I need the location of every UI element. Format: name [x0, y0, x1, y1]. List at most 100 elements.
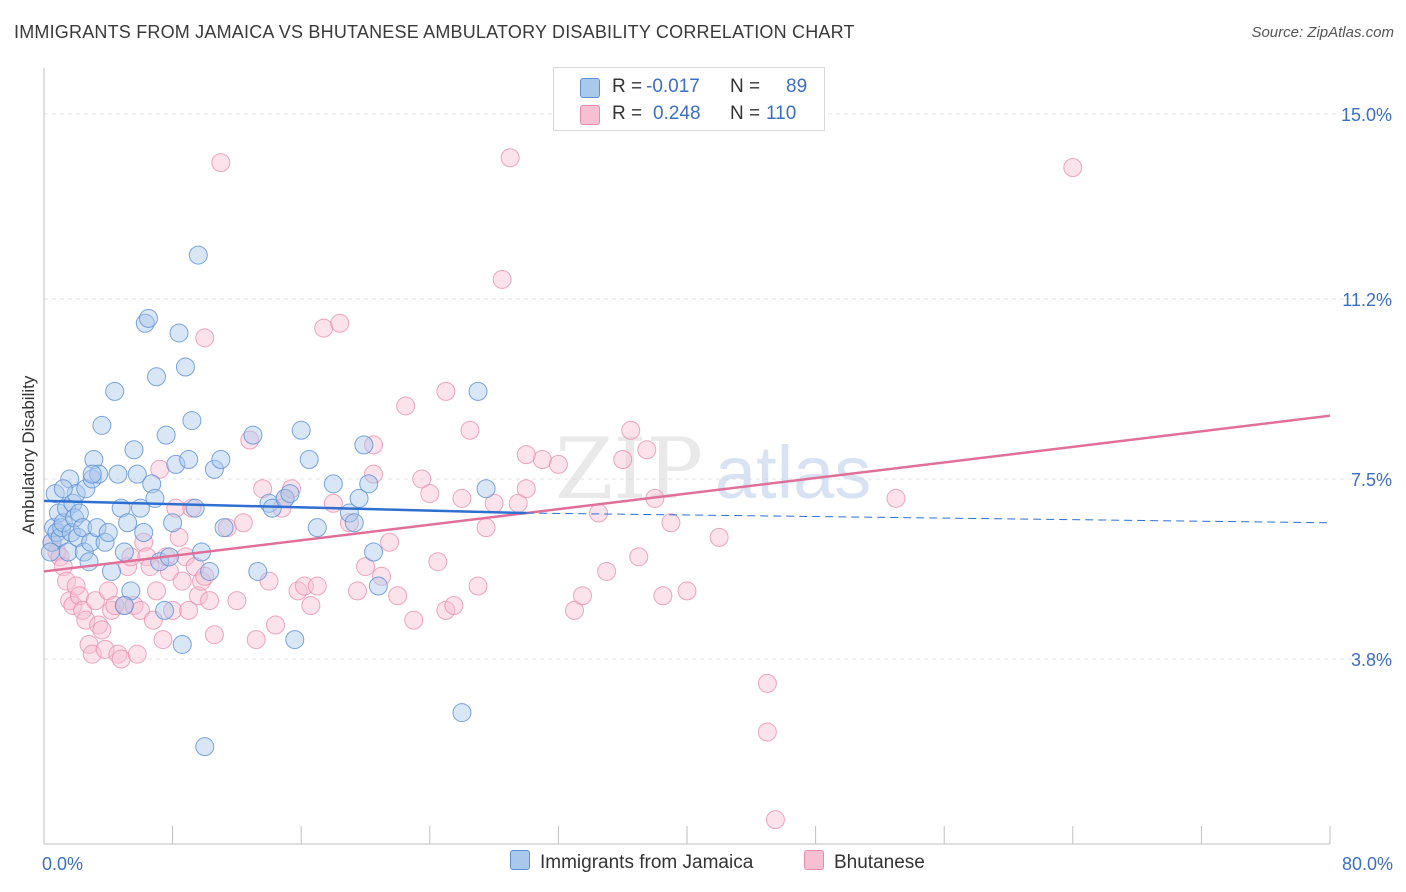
data-point-bhutanese [233, 513, 253, 533]
x-tick-label: 80.0% [1342, 854, 1393, 874]
data-point-jamaica [74, 542, 94, 562]
data-point-bhutanese [396, 396, 416, 416]
data-point-bhutanese [134, 532, 154, 552]
data-point-bhutanese [573, 586, 593, 606]
data-point-jamaica [214, 518, 234, 538]
data-point-jamaica [323, 474, 343, 494]
data-point-bhutanese [564, 600, 584, 620]
data-point-jamaica [368, 576, 388, 596]
data-point-bhutanese [63, 596, 83, 616]
data-point-bhutanese [95, 639, 115, 659]
data-point-jamaica [175, 357, 195, 377]
data-point-jamaica [166, 454, 186, 474]
data-point-jamaica [476, 479, 496, 499]
bottom-legend-label-bhutanese: Bhutanese [834, 852, 925, 873]
data-point-jamaica [147, 367, 167, 387]
data-point-jamaica [349, 488, 369, 508]
data-point-bhutanese [314, 318, 334, 338]
data-point-jamaica [69, 503, 89, 523]
legend-row-bhutanese: R = 0.248 N = 110 [554, 101, 824, 129]
axes [43, 68, 1331, 845]
data-point-bhutanese [597, 561, 617, 581]
data-point-bhutanese [163, 600, 183, 620]
data-point-bhutanese [765, 810, 785, 830]
data-point-bhutanese [613, 450, 633, 469]
legend-swatch-jamaica [580, 78, 600, 98]
data-point-jamaica [92, 415, 112, 435]
data-point-jamaica [114, 542, 134, 562]
data-point-bhutanese [757, 673, 777, 693]
data-point-bhutanese [53, 557, 73, 577]
data-point-bhutanese [179, 600, 199, 620]
grid-lines [44, 113, 1390, 660]
data-point-jamaica [172, 634, 192, 654]
y-axis-label: Ambulatory Disability [19, 375, 38, 534]
data-point-bhutanese [85, 591, 105, 611]
data-point-jamaica [138, 308, 158, 328]
data-point-jamaica [118, 513, 138, 533]
data-point-jamaica [134, 523, 154, 543]
legend-r-label: R = [612, 76, 643, 97]
data-point-jamaica [364, 542, 384, 562]
legend-n-value: 89 [786, 76, 808, 97]
data-point-jamaica [468, 381, 488, 401]
data-point-bhutanese [532, 450, 552, 469]
data-point-jamaica [200, 561, 220, 581]
data-point-jamaica [156, 425, 176, 445]
data-point-jamaica [307, 518, 327, 538]
data-point-jamaica [285, 630, 305, 650]
data-point-bhutanese [82, 644, 102, 664]
data-point-bhutanese [111, 649, 131, 669]
svg-text:atlas: atlas [715, 431, 871, 514]
bottom-legend-label-jamaica: Immigrants from Jamaica [540, 852, 754, 873]
data-point-jamaica [243, 425, 263, 445]
data-point-bhutanese [307, 576, 327, 596]
data-point-bhutanese [709, 527, 729, 547]
legend-r-label: R = [612, 103, 643, 124]
tick-labels: 3.8% 7.5% 11.2% 15.0% 0.0% 80.0% [42, 105, 1393, 874]
data-point-bhutanese [172, 571, 192, 591]
series-bhutanese-points [42, 148, 1083, 830]
trend-line-jamaica [43, 499, 527, 515]
legend-row-jamaica: R = -0.017 N = 89 [554, 74, 824, 102]
bottom-legend-swatch-bhutanese [804, 850, 824, 870]
data-point-jamaica [185, 498, 205, 518]
data-point-jamaica [127, 464, 147, 484]
data-point-bhutanese [420, 484, 440, 504]
data-point-bhutanese [265, 615, 285, 635]
data-point-bhutanese [436, 381, 456, 401]
data-point-bhutanese [188, 586, 208, 606]
data-point-bhutanese [629, 547, 649, 567]
data-point-jamaica [40, 542, 60, 562]
data-point-jamaica [169, 323, 189, 343]
data-point-jamaica [73, 518, 93, 538]
data-point-bhutanese [200, 591, 220, 611]
data-point-jamaica [108, 464, 128, 484]
y-tick-label: 7.5% [1351, 470, 1392, 490]
data-point-bhutanese [516, 479, 536, 499]
data-point-bhutanese [323, 493, 343, 513]
data-point-bhutanese [356, 557, 375, 577]
data-point-jamaica [105, 381, 125, 401]
legend-swatch-bhutanese [580, 105, 600, 125]
data-point-jamaica [61, 523, 81, 543]
data-point-jamaica [114, 596, 134, 616]
data-point-jamaica [354, 435, 374, 455]
data-point-jamaica [182, 411, 202, 431]
data-point-bhutanese [444, 596, 464, 616]
data-point-bhutanese [330, 313, 350, 333]
data-point-bhutanese [124, 596, 144, 616]
data-point-bhutanese [404, 610, 424, 630]
data-point-bhutanese [1063, 157, 1083, 177]
data-point-jamaica [195, 737, 215, 757]
data-point-bhutanese [195, 328, 215, 348]
data-point-bhutanese [388, 586, 408, 606]
legend-r-value: 0.248 [653, 103, 701, 124]
data-point-bhutanese [364, 435, 384, 455]
y-tick-label: 15.0% [1341, 105, 1392, 125]
x-tick-label: 0.0% [42, 854, 83, 874]
trend-line-bhutanese [43, 414, 1331, 573]
data-point-bhutanese [364, 464, 384, 484]
legend-n-value: 110 [766, 103, 797, 124]
data-point-bhutanese [428, 552, 448, 572]
